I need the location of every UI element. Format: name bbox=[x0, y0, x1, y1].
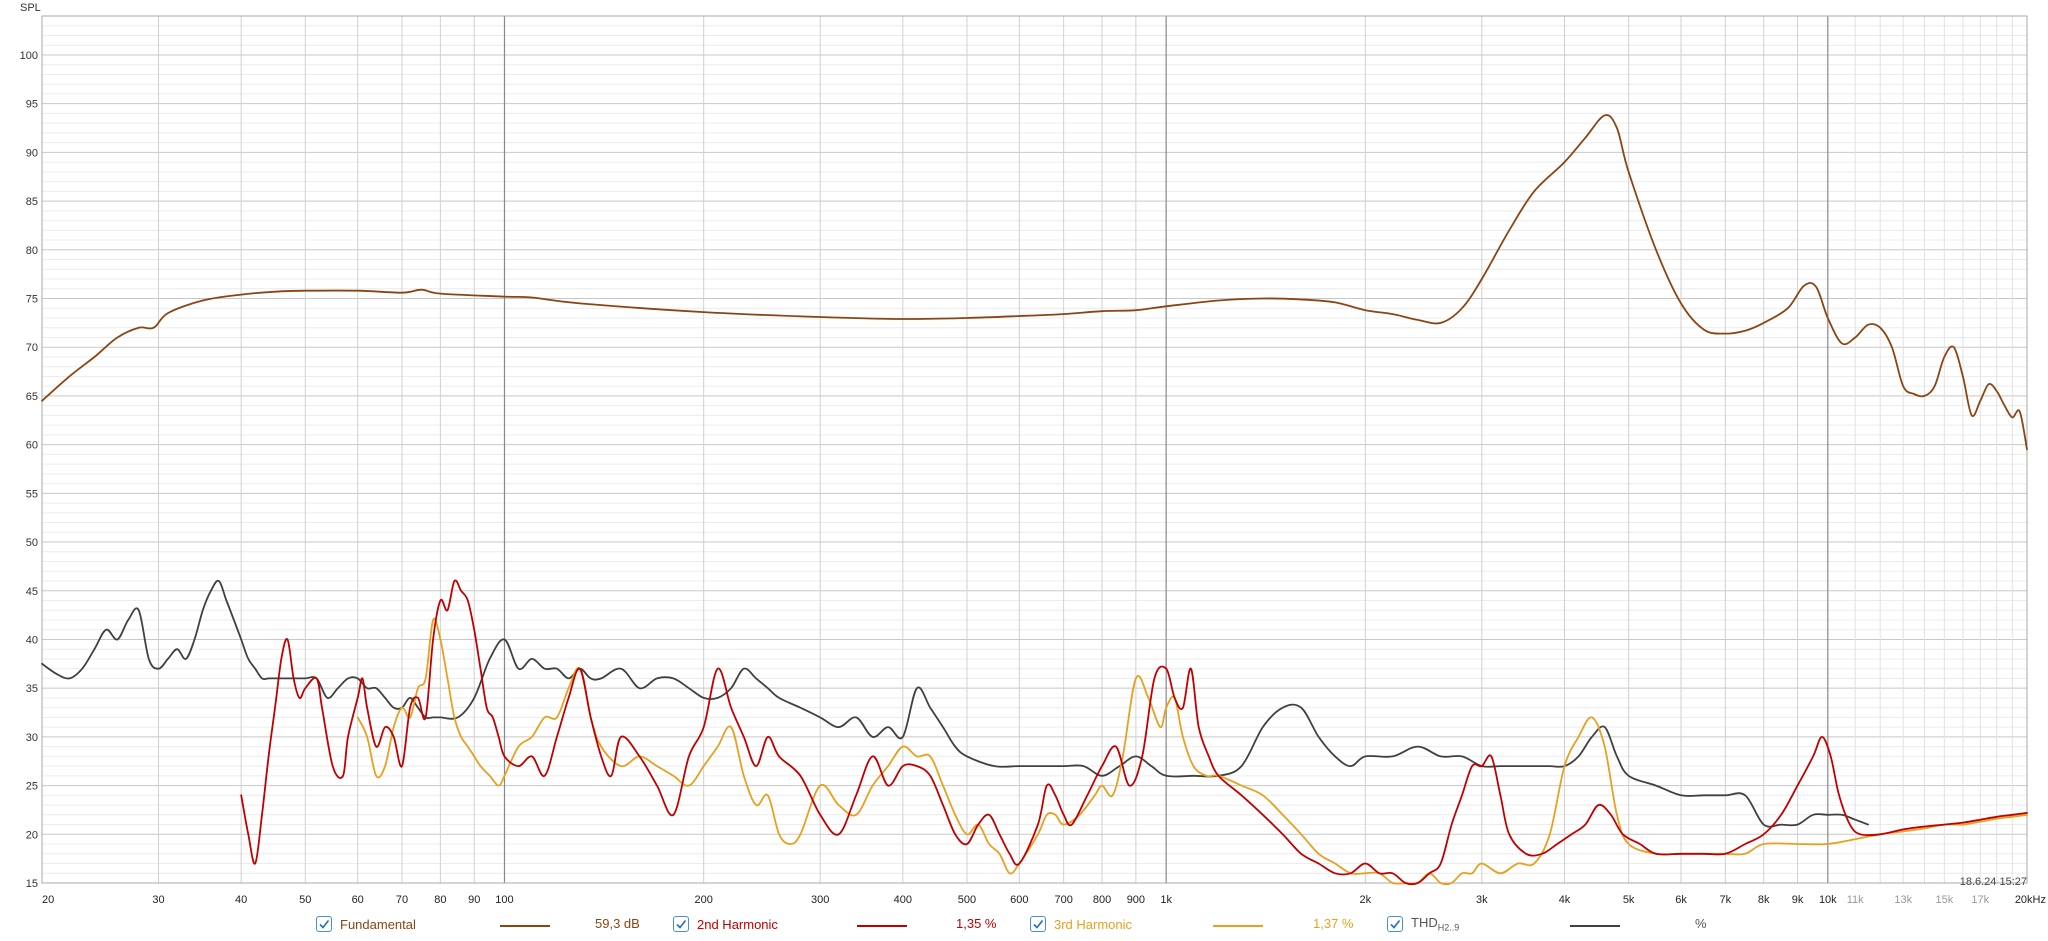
y-tick-label: 95 bbox=[26, 99, 38, 111]
x-tick-label: 100 bbox=[495, 894, 513, 906]
h3-checkbox[interactable] bbox=[1030, 916, 1046, 932]
x-tick-label: 6k bbox=[1675, 894, 1687, 906]
y-axis: 15 20 25 30 35 40 45 50 55 60 65 70 75 80 85 90 95 100 bbox=[20, 50, 38, 890]
h2-label: 2nd Harmonic bbox=[697, 916, 778, 932]
x-tick-label: 20 bbox=[42, 894, 54, 906]
x-tick-label: 200 bbox=[694, 894, 712, 906]
legend-thd[interactable]: THDH2..9 bbox=[1387, 914, 1459, 934]
y-tick-label: 80 bbox=[26, 245, 38, 257]
y-tick-label: 90 bbox=[26, 147, 38, 159]
check-icon bbox=[1390, 920, 1401, 929]
x-tick-label: 50 bbox=[299, 894, 311, 906]
thd-line-swatch bbox=[1570, 925, 1620, 927]
plot-frame bbox=[41, 15, 2028, 884]
h3-line-swatch bbox=[1213, 925, 1263, 927]
x-tick-label: 9k bbox=[1792, 894, 1804, 906]
y-tick-label: 55 bbox=[26, 488, 38, 500]
series-fundamental bbox=[41, 114, 2028, 451]
check-icon bbox=[676, 920, 687, 929]
y-tick-label: 50 bbox=[26, 537, 38, 549]
y-tick-label: 100 bbox=[20, 50, 38, 62]
grid bbox=[41, 15, 2028, 884]
x-tick-label: 3k bbox=[1476, 894, 1488, 906]
fundamental-value: 59,3 dB bbox=[595, 916, 640, 931]
y-tick-label: 15 bbox=[26, 878, 38, 890]
series-3rd-harmonic bbox=[356, 617, 2028, 886]
series-2nd-harmonic bbox=[240, 579, 2028, 886]
y-tick-label: 35 bbox=[26, 683, 38, 695]
fundamental-line-swatch bbox=[500, 925, 550, 927]
h2-line-swatch bbox=[857, 925, 907, 927]
x-tick-label: 500 bbox=[958, 894, 976, 906]
fundamental-label: Fundamental bbox=[340, 916, 416, 932]
x-tick-label: 11k bbox=[1847, 894, 1864, 906]
legend: Fundamental 59,3 dB 2nd Harmonic 1,35 % … bbox=[0, 908, 2048, 941]
y-tick-label: 60 bbox=[26, 440, 38, 452]
check-icon bbox=[1033, 920, 1044, 929]
h3-value: 1,37 % bbox=[1313, 916, 1354, 931]
x-tick-label: 60 bbox=[352, 894, 364, 906]
series-lines bbox=[41, 114, 2028, 886]
x-tick-label: 900 bbox=[1127, 894, 1145, 906]
legend-2nd-harmonic[interactable]: 2nd Harmonic bbox=[673, 914, 778, 934]
y-tick-label: 85 bbox=[26, 196, 38, 208]
y-tick-label: 65 bbox=[26, 391, 38, 403]
x-tick-label: 20kHz bbox=[2015, 894, 2046, 906]
check-icon bbox=[319, 920, 330, 929]
x-tick-label: 4k bbox=[1559, 894, 1571, 906]
x-tick-label: 300 bbox=[811, 894, 829, 906]
y-tick-label: 70 bbox=[26, 342, 38, 354]
x-tick-label: 10k bbox=[1819, 894, 1837, 906]
timestamp: 18.6.24 15:27 bbox=[1960, 876, 2027, 888]
x-tick-label: 7k bbox=[1720, 894, 1732, 906]
thd-value: % bbox=[1695, 916, 1707, 931]
frequency-response-chart: 15 20 25 30 35 40 45 50 55 60 65 70 75 80 85 90 95 100 20… bbox=[20, 2, 2046, 906]
x-tick-label: 90 bbox=[468, 894, 480, 906]
x-tick-label: 5k bbox=[1623, 894, 1635, 906]
x-tick-label: 400 bbox=[894, 894, 912, 906]
y-tick-label: 25 bbox=[26, 781, 38, 793]
thd-checkbox[interactable] bbox=[1387, 916, 1403, 932]
x-tick-label: 30 bbox=[152, 894, 164, 906]
legend-3rd-harmonic[interactable]: 3rd Harmonic bbox=[1030, 914, 1132, 934]
x-tick-label: 8k bbox=[1758, 894, 1770, 906]
x-tick-label: 800 bbox=[1093, 894, 1111, 906]
h2-value: 1,35 % bbox=[956, 916, 997, 931]
x-tick-label: 70 bbox=[396, 894, 408, 906]
x-tick-label: 80 bbox=[434, 894, 446, 906]
x-axis: 20 30 40 50 60 70 80 90 100 200 300 400 500 600 700 800… bbox=[42, 894, 2046, 906]
x-tick-label: 15k bbox=[1935, 894, 1953, 906]
y-axis-label: SPL bbox=[20, 2, 41, 14]
x-tick-label: 17k bbox=[1971, 894, 1989, 906]
y-tick-label: 30 bbox=[26, 732, 38, 744]
series-thd bbox=[41, 579, 1869, 828]
x-tick-label: 40 bbox=[235, 894, 247, 906]
h3-label: 3rd Harmonic bbox=[1054, 916, 1133, 932]
legend-fundamental[interactable]: Fundamental bbox=[316, 914, 416, 934]
thd-label: THDH2..9 bbox=[1411, 915, 1460, 933]
x-tick-label: 13k bbox=[1894, 894, 1912, 906]
y-tick-label: 40 bbox=[26, 634, 38, 646]
fundamental-checkbox[interactable] bbox=[316, 916, 332, 932]
y-tick-label: 20 bbox=[26, 829, 38, 841]
y-tick-label: 75 bbox=[26, 294, 38, 306]
x-tick-label: 700 bbox=[1054, 894, 1072, 906]
y-tick-label: 45 bbox=[26, 586, 38, 598]
h2-checkbox[interactable] bbox=[673, 916, 689, 932]
x-tick-label: 600 bbox=[1010, 894, 1028, 906]
x-tick-label: 1k bbox=[1160, 894, 1172, 906]
x-tick-label: 2k bbox=[1360, 894, 1372, 906]
